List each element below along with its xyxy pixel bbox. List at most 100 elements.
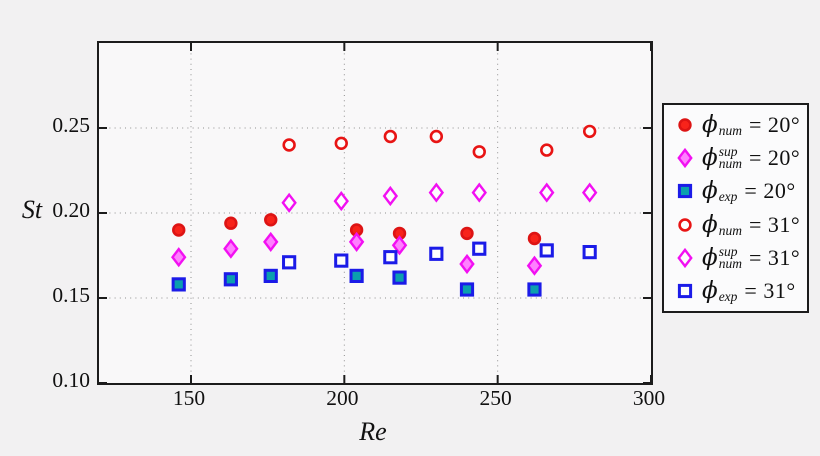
legend-marker-open-diamond-icon bbox=[671, 243, 699, 273]
data-point bbox=[263, 268, 278, 284]
legend-eq: = 31° bbox=[748, 244, 801, 270]
data-point bbox=[582, 124, 597, 139]
legend: ϕ num = 20° ϕ sup num = 20° ϕ exp = 20° ϕ num = 3… bbox=[662, 103, 809, 313]
data-point bbox=[349, 268, 364, 284]
sub-sup-stack: num bbox=[719, 213, 742, 237]
phi-symbol: ϕ bbox=[702, 145, 718, 172]
data-point bbox=[459, 282, 475, 297]
circle-filled-marker-icon bbox=[678, 118, 692, 132]
data-point bbox=[539, 243, 554, 258]
data-point bbox=[460, 226, 474, 241]
y-tick-label: 0.10 bbox=[52, 368, 90, 392]
sub-sup-stack: sup num bbox=[718, 243, 742, 270]
data-point bbox=[223, 238, 239, 259]
data-point bbox=[581, 182, 598, 203]
legend-sup: sup bbox=[718, 243, 738, 259]
data-point bbox=[678, 118, 692, 132]
legend-label: ϕ exp = 20° bbox=[702, 178, 796, 204]
data-point bbox=[392, 270, 407, 285]
data-point bbox=[677, 148, 693, 169]
data-point bbox=[472, 145, 486, 159]
data-point bbox=[459, 253, 475, 275]
data-point bbox=[539, 182, 555, 203]
diamond-open-marker-icon bbox=[677, 247, 693, 268]
square-filled-marker-icon bbox=[677, 184, 693, 199]
data-point bbox=[428, 182, 445, 203]
data-point bbox=[334, 136, 348, 151]
legend-item: ϕ sup num = 20° bbox=[664, 142, 807, 174]
x-tick-label: 250 bbox=[479, 386, 512, 410]
legend-sub: exp bbox=[718, 288, 738, 304]
x-tick-label: 150 bbox=[172, 386, 206, 410]
data-point bbox=[429, 246, 444, 261]
legend-eq: = 20° bbox=[744, 178, 796, 204]
sub-sup-stack: exp bbox=[718, 179, 738, 205]
legend-sup: sup bbox=[718, 144, 738, 160]
data-point bbox=[677, 247, 693, 268]
data-point bbox=[527, 231, 542, 246]
sub-sup-stack: num bbox=[718, 113, 742, 139]
data-point bbox=[282, 138, 296, 152]
data-point bbox=[263, 231, 279, 252]
data-point bbox=[526, 255, 543, 276]
y-tick-label: 0.25 bbox=[52, 113, 90, 137]
data-point bbox=[429, 129, 444, 144]
x-tick-label: 200 bbox=[326, 386, 359, 410]
diamond-filled-marker-icon bbox=[677, 148, 693, 169]
y-tick-label: 0.20 bbox=[52, 198, 90, 222]
phi-symbol: ϕ bbox=[702, 211, 718, 238]
legend-eq: = 31° bbox=[744, 277, 796, 303]
phi-symbol: ϕ bbox=[702, 112, 718, 139]
plot-area bbox=[97, 41, 653, 385]
legend-label: ϕ num = 31° bbox=[702, 212, 800, 238]
legend-item: ϕ num = 31° bbox=[664, 209, 807, 241]
phi-symbol: ϕ bbox=[702, 178, 718, 205]
legend-item: ϕ exp = 31° bbox=[664, 275, 807, 307]
legend-label: ϕ sup num = 31° bbox=[702, 243, 801, 271]
data-point bbox=[348, 231, 365, 252]
legend-sub: num bbox=[718, 156, 742, 172]
y-axis-label: St bbox=[21, 194, 43, 224]
data-point bbox=[382, 185, 399, 207]
phi-symbol: ϕ bbox=[702, 244, 718, 271]
data-point bbox=[383, 129, 398, 144]
data-point bbox=[582, 245, 597, 260]
legend-item: ϕ sup num = 31° bbox=[664, 242, 807, 274]
data-point bbox=[678, 217, 692, 232]
legend-eq: = 20° bbox=[748, 145, 801, 171]
data-point bbox=[223, 272, 238, 287]
data-point bbox=[527, 282, 542, 297]
data-point bbox=[391, 235, 408, 256]
legend-label: ϕ num = 20° bbox=[702, 112, 800, 138]
legend-marker-filled-circle-icon bbox=[671, 110, 699, 140]
data-point bbox=[540, 143, 554, 157]
sub-sup-stack: exp bbox=[718, 279, 738, 304]
legend-label: ϕ exp = 31° bbox=[702, 278, 796, 304]
data-point bbox=[334, 253, 349, 268]
sub-sup-stack: sup num bbox=[718, 144, 742, 172]
legend-marker-filled-diamond-icon bbox=[671, 143, 699, 173]
legend-marker-open-square-icon bbox=[671, 276, 699, 306]
legend-eq: = 31° bbox=[748, 211, 801, 237]
legend-eq: = 20° bbox=[748, 112, 801, 138]
phi-symbol: ϕ bbox=[702, 277, 718, 304]
legend-marker-filled-square-icon bbox=[671, 176, 699, 206]
y-tick-label: 0.15 bbox=[52, 283, 90, 307]
data-point bbox=[677, 184, 693, 199]
legend-item: ϕ exp = 20° bbox=[664, 175, 807, 207]
circle-open-marker-icon bbox=[678, 217, 692, 232]
data-point bbox=[472, 241, 487, 256]
legend-label: ϕ sup num = 20° bbox=[702, 145, 800, 171]
legend-sub: exp bbox=[718, 189, 738, 205]
legend-marker-open-circle-icon bbox=[671, 210, 699, 240]
data-point bbox=[281, 192, 297, 213]
data-point bbox=[264, 213, 278, 227]
data-point bbox=[677, 283, 693, 298]
legend-sub: num bbox=[718, 123, 742, 139]
data-point bbox=[333, 191, 349, 212]
x-axis-label: Re bbox=[359, 417, 387, 446]
plot-canvas bbox=[99, 43, 651, 383]
data-point bbox=[171, 277, 186, 292]
legend-item: ϕ num = 20° bbox=[664, 109, 807, 141]
